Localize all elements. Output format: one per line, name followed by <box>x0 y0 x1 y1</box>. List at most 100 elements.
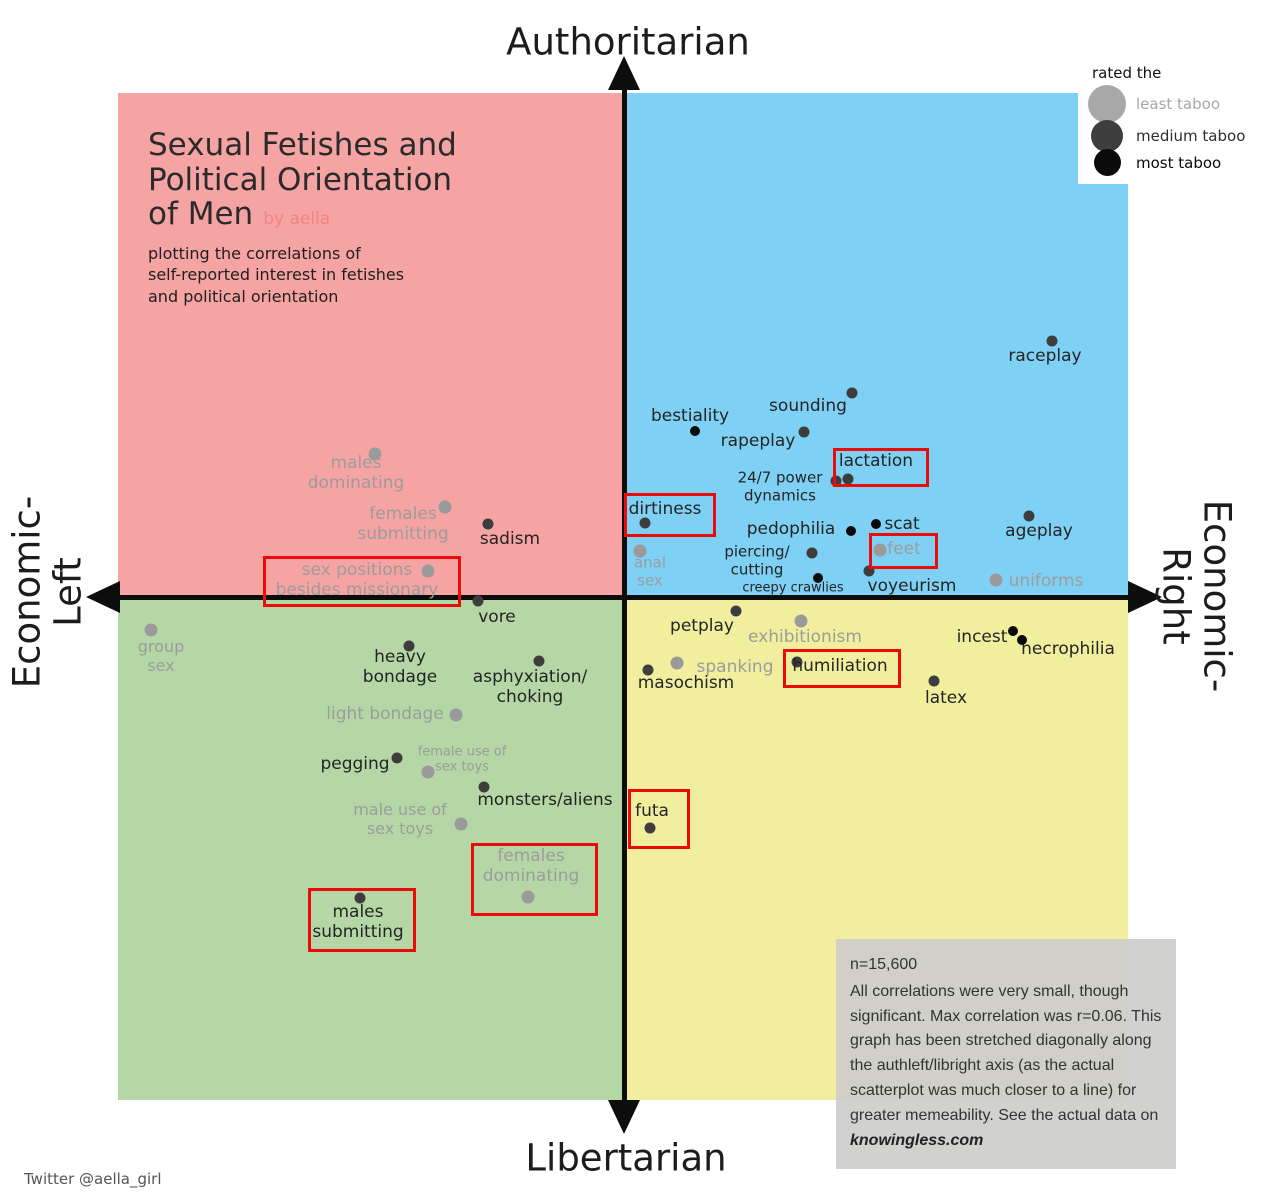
point-dot-spanking <box>670 656 684 670</box>
legend-circle-icon-2 <box>1093 149 1121 176</box>
point-label-masochism: masochism <box>637 672 735 693</box>
point-label-piercing-cutting: piercing/ cutting <box>724 542 790 578</box>
note-link[interactable]: knowingless.com <box>850 1131 984 1149</box>
point-dot-male-sex-toys <box>454 817 468 831</box>
point-dot-uniforms <box>989 573 1003 587</box>
point-label-scat: scat <box>884 513 920 534</box>
highlight-box-dirtiness <box>624 493 716 537</box>
point-label-vore: vore <box>478 606 516 627</box>
point-dot-anal-sex <box>633 544 647 558</box>
point-label-females-submitting: females submitting <box>357 503 449 544</box>
point-label-futa: futa <box>635 800 669 821</box>
point-label-bestiality: bestiality <box>650 405 730 426</box>
point-label-pegging: pegging <box>320 753 390 774</box>
point-label-males-dominating: males dominating <box>307 452 405 493</box>
point-label-sex-positions: sex positions besides missionary <box>275 559 439 600</box>
point-dot-group-sex <box>144 623 158 637</box>
legend-row-1: medium taboo <box>1084 120 1245 152</box>
point-label-sadism: sadism <box>479 528 541 549</box>
point-dot-pedophilia <box>846 526 856 536</box>
point-label-rapeplay: rapeplay <box>720 430 796 451</box>
highlight-box-humiliation <box>783 649 901 688</box>
taboo-legend: rated the least taboo medium taboo most ta… <box>1078 60 1254 184</box>
point-label-voyeurism: voyeurism <box>867 575 957 596</box>
point-label-exhibitionism: exhibitionism <box>748 626 862 647</box>
chart-title-block: Sexual Fetishes and Political Orientatio… <box>148 128 457 307</box>
point-dot-petplay <box>730 605 742 617</box>
highlight-box-sex-positions <box>263 556 461 607</box>
point-dot-creepy-crawlies <box>813 573 823 583</box>
axis-label-libertarian: Libertarian <box>525 1136 727 1180</box>
point-dot-rapeplay <box>798 426 810 438</box>
point-label-petplay: petplay <box>670 615 734 636</box>
point-dot-necrophilia <box>1017 635 1027 645</box>
point-dot-lactation <box>842 473 854 485</box>
legend-rows: least taboo medium taboo most taboo <box>1084 85 1245 176</box>
point-dot-pegging <box>391 752 403 764</box>
point-label-power-dynamics: 24/7 power dynamics <box>737 468 823 504</box>
note-body: All correlations were very small, though… <box>850 980 1162 1154</box>
title-line-1: Sexual Fetishes and <box>148 127 457 163</box>
note-sample-size: n=15,600 <box>850 956 918 973</box>
legend-row-2: most taboo <box>1084 149 1245 176</box>
point-label-necrophilia: necrophilia <box>1021 638 1115 659</box>
point-dot-females-dominating <box>521 890 535 904</box>
note-box: n=15,600 All correlations were very smal… <box>836 939 1176 1170</box>
point-dot-latex <box>928 675 940 687</box>
point-label-feet: feet <box>887 538 921 559</box>
point-dot-exhibitionism <box>794 614 808 628</box>
quadrant-auth-left <box>118 93 625 597</box>
point-dot-sadism <box>482 518 494 530</box>
point-label-lactation: lactation <box>838 450 914 471</box>
point-dot-futa <box>644 822 656 834</box>
highlight-box-futa <box>628 789 690 849</box>
legend-circle-icon-0 <box>1088 85 1126 123</box>
point-dot-heavy-bondage <box>403 640 415 652</box>
axis-arrow-right-icon <box>1128 581 1162 613</box>
legend-circle-cell-2 <box>1084 149 1130 176</box>
point-label-latex: latex <box>924 687 968 708</box>
legend-circle-cell-0 <box>1084 85 1130 123</box>
point-label-group-sex: group sex <box>137 637 185 675</box>
point-label-dirtiness: dirtiness <box>628 498 702 519</box>
note-body-text: All correlations were very small, though… <box>850 982 1162 1124</box>
point-dot-masochism <box>642 664 654 676</box>
point-label-male-sex-toys: male use of sex toys <box>353 800 447 838</box>
legend-circle-cell-1 <box>1084 120 1130 152</box>
axis-arrow-down-icon <box>608 1100 640 1134</box>
point-dot-asphyxiation <box>533 655 545 667</box>
point-label-anal-sex: anal sex <box>633 553 667 589</box>
point-dot-piercing-cutting <box>806 547 818 559</box>
point-dot-humiliation <box>791 656 803 668</box>
horizontal-axis-line <box>116 595 1132 600</box>
title-line-3: of Men by aella <box>148 197 457 232</box>
point-label-monsters-aliens: monsters/aliens <box>477 789 613 810</box>
point-dot-monsters-aliens <box>478 781 490 793</box>
twitter-credit: Twitter @aella_girl <box>24 1170 162 1188</box>
point-dot-scat <box>871 519 881 529</box>
legend-row-0: least taboo <box>1084 85 1245 123</box>
point-dot-feet <box>873 543 887 557</box>
chart-subtitle: plotting the correlations of self-report… <box>148 244 405 306</box>
point-dot-males-dominating <box>368 447 382 461</box>
point-label-heavy-bondage: heavy bondage <box>362 646 438 687</box>
point-label-pedophilia: pedophilia <box>746 518 836 539</box>
point-label-humiliation: humiliation <box>792 655 888 676</box>
point-dot-bestiality <box>690 426 700 436</box>
point-label-creepy-crawlies: creepy crawlies <box>742 580 844 596</box>
highlight-box-males-submitting <box>308 888 416 952</box>
point-dot-incest <box>1008 626 1018 636</box>
point-dot-raceplay <box>1046 335 1058 347</box>
point-dot-power-dynamics <box>830 475 842 487</box>
point-label-males-submitting: males submitting <box>312 901 404 942</box>
point-dot-vore <box>472 595 484 607</box>
point-dot-female-sex-toys <box>421 765 435 779</box>
point-dot-females-submitting <box>438 500 452 514</box>
legend-label-2: most taboo <box>1136 153 1222 172</box>
point-label-female-sex-toys: female use of sex toys <box>417 744 507 775</box>
highlight-box-feet <box>869 533 938 569</box>
legend-heading: rated the <box>1092 64 1162 82</box>
point-dot-light-bondage <box>449 708 463 722</box>
point-label-light-bondage: light bondage <box>326 703 444 724</box>
